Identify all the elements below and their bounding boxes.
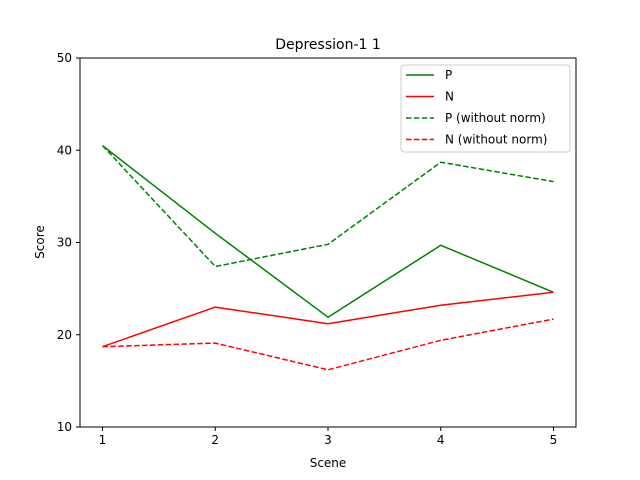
- x-axis-label: Scene: [310, 456, 347, 470]
- series-line-0: [102, 145, 554, 318]
- y-tick-label: 40: [57, 143, 72, 157]
- chart-title: Depression-1 1: [275, 37, 381, 53]
- x-tick-label: 5: [550, 433, 558, 447]
- legend-label: P: [445, 68, 452, 82]
- legend-label: P (without norm): [445, 111, 546, 125]
- y-tick-label: 30: [57, 236, 72, 250]
- y-tick-label: 50: [57, 51, 72, 65]
- y-axis: 10 20 30 40 50: [57, 51, 80, 434]
- series-line-2: [101, 145, 554, 268]
- series-line-3: [102, 318, 554, 371]
- legend-label: N (without norm): [445, 133, 547, 147]
- x-axis: 1 2 3 4 5: [99, 427, 558, 447]
- plot-area: [101, 145, 554, 371]
- x-tick-label: 1: [99, 433, 107, 447]
- x-tick-label: 3: [324, 433, 332, 447]
- y-tick-label: 20: [57, 328, 72, 342]
- legend-box: [400, 64, 571, 153]
- y-axis-label: Score: [33, 225, 47, 259]
- legend: PN P (without norm) N (without norm): [400, 64, 571, 153]
- legend-label: N: [445, 90, 454, 104]
- y-tick-label: 10: [57, 420, 72, 434]
- x-tick-label: 2: [211, 433, 219, 447]
- series-line-1: [102, 291, 554, 348]
- x-tick-label: 4: [437, 433, 445, 447]
